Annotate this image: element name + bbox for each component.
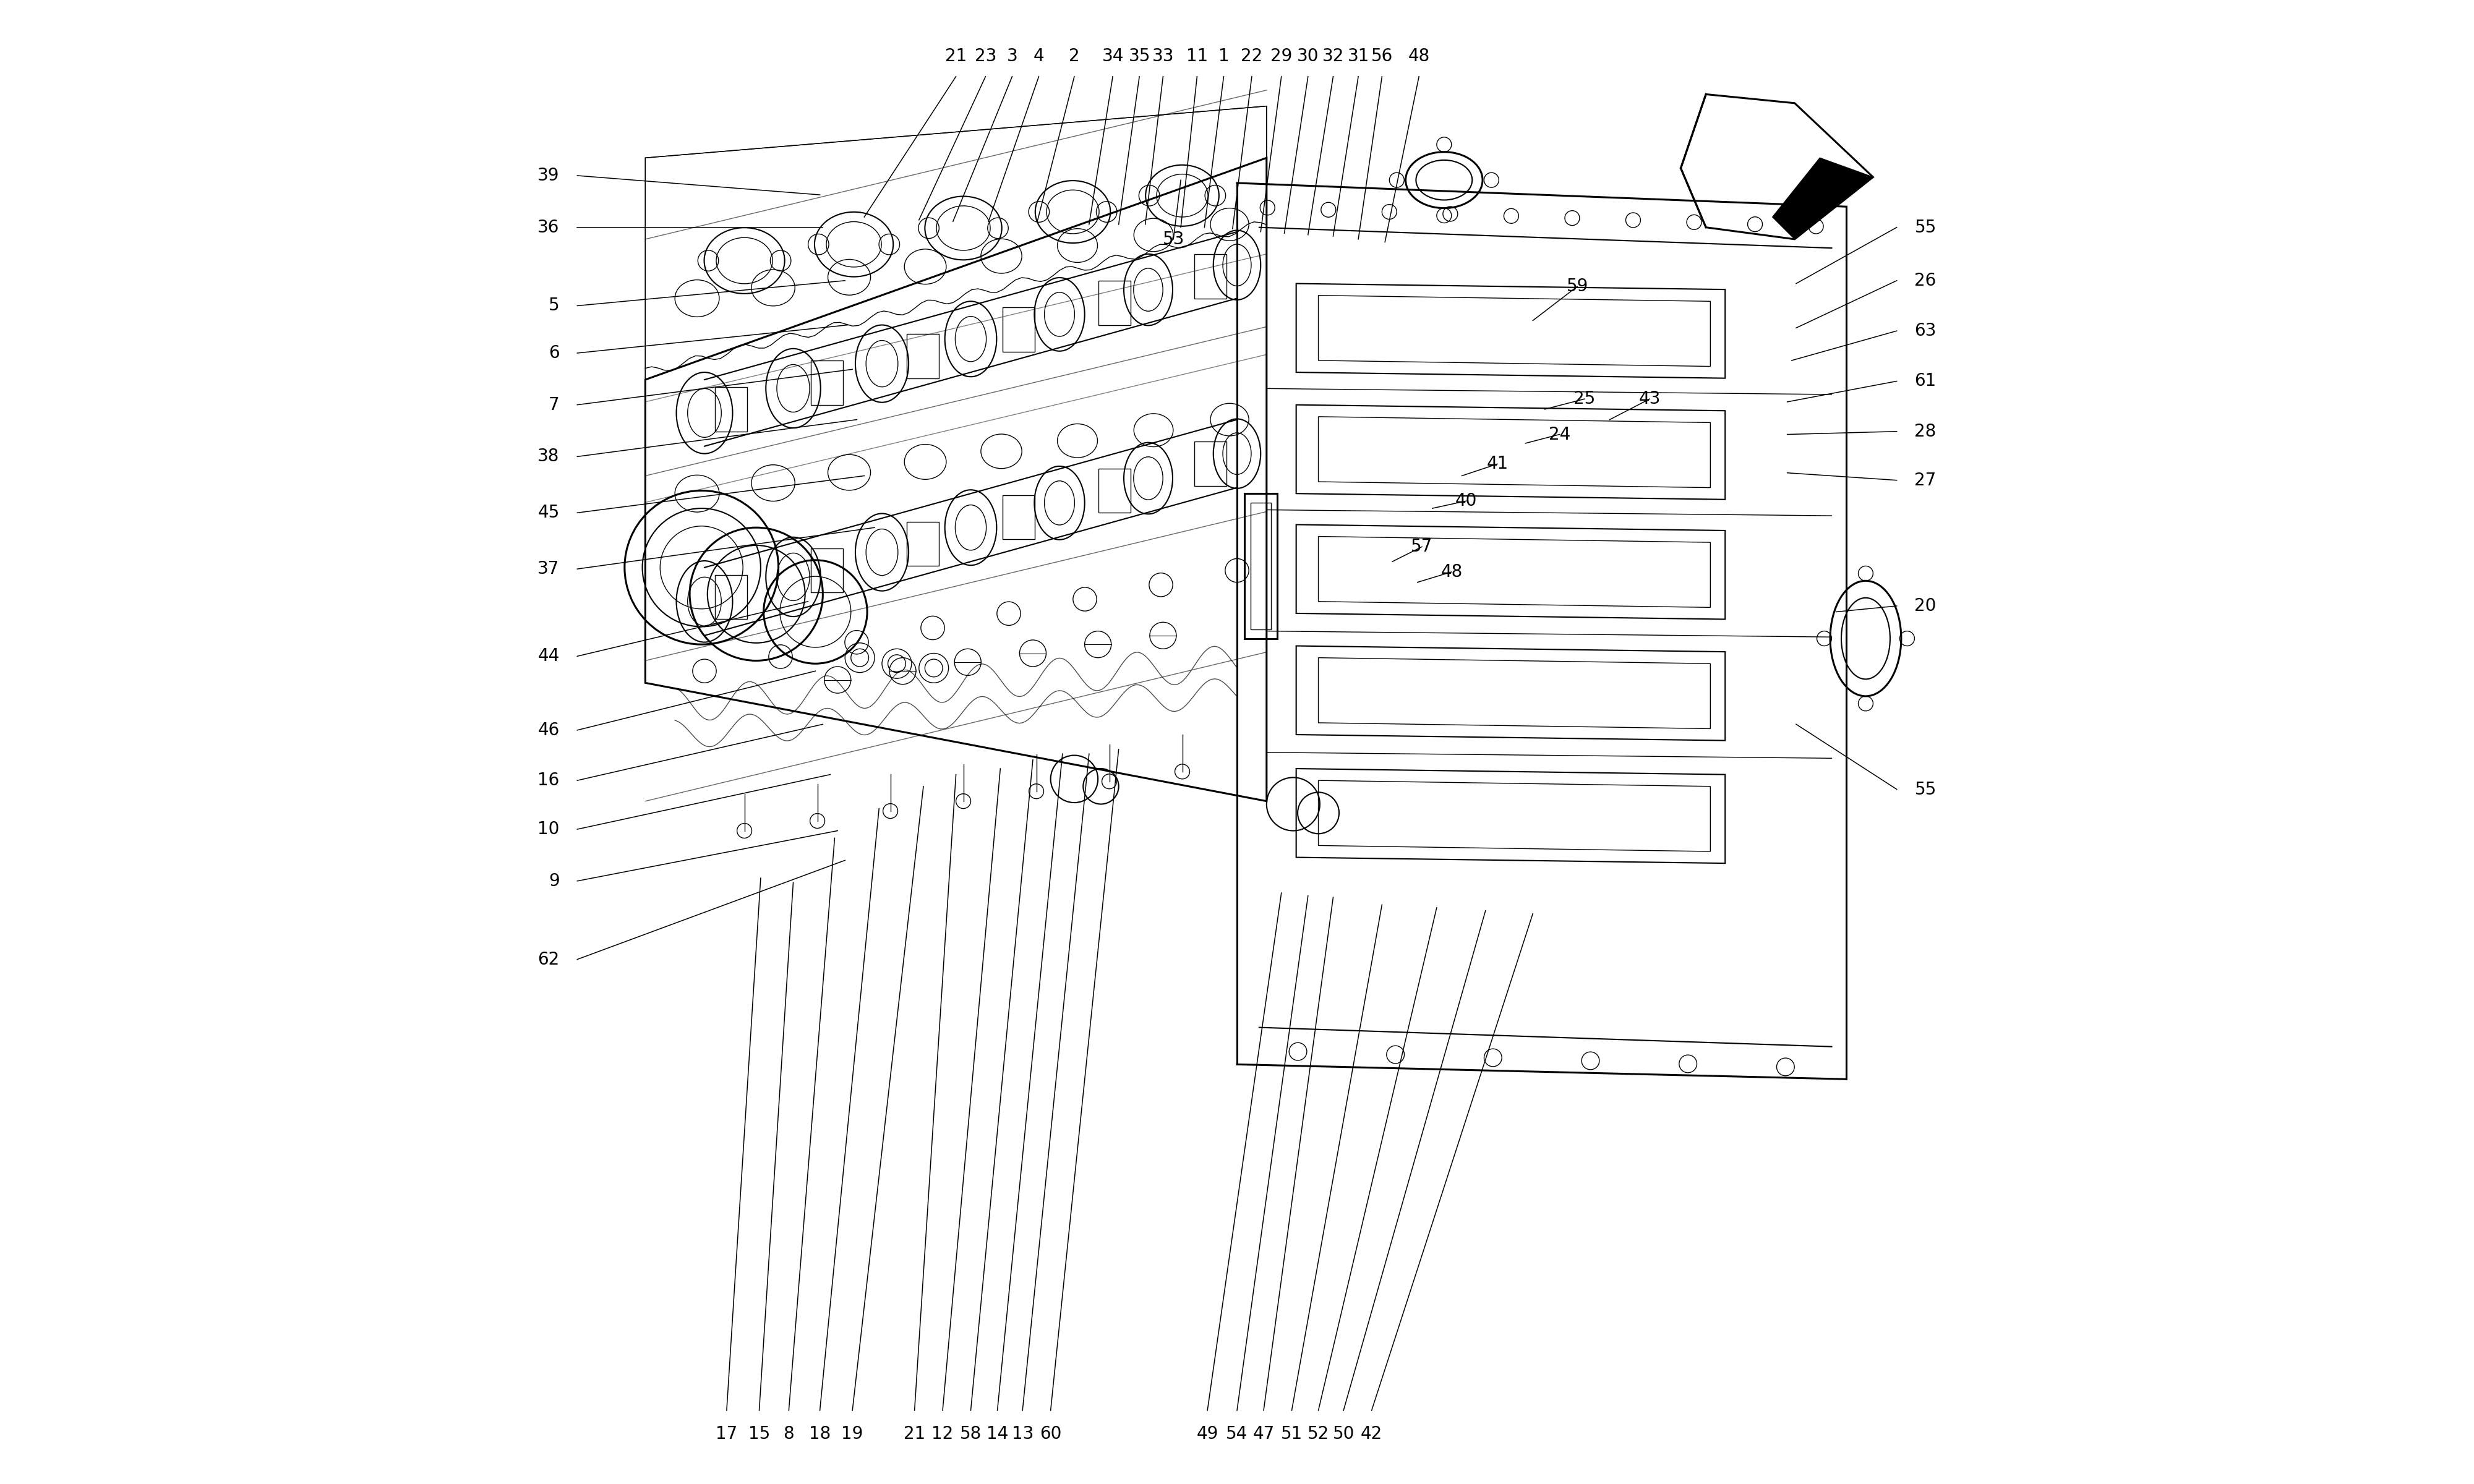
Text: 40: 40: [1455, 493, 1477, 509]
Text: 47: 47: [1252, 1425, 1274, 1442]
Text: 14: 14: [987, 1425, 1009, 1442]
Text: 21: 21: [903, 1425, 925, 1442]
Text: 30: 30: [1296, 47, 1319, 65]
Text: 3: 3: [1007, 47, 1017, 65]
Text: 28: 28: [1915, 423, 1937, 441]
Text: 19: 19: [841, 1425, 863, 1442]
Text: 4: 4: [1034, 47, 1044, 65]
Text: 59: 59: [1566, 278, 1588, 295]
Text: 1: 1: [1217, 47, 1230, 65]
Text: 35: 35: [1128, 47, 1150, 65]
Text: 48: 48: [1440, 564, 1462, 580]
Text: 36: 36: [537, 218, 559, 236]
Text: 12: 12: [933, 1425, 952, 1442]
Text: 58: 58: [960, 1425, 982, 1442]
Text: 37: 37: [537, 561, 559, 577]
Text: 13: 13: [1012, 1425, 1034, 1442]
Text: 8: 8: [784, 1425, 794, 1442]
Text: 22: 22: [1242, 47, 1262, 65]
Text: 52: 52: [1306, 1425, 1329, 1442]
Text: 11: 11: [1185, 47, 1207, 65]
Text: 43: 43: [1638, 390, 1660, 408]
Text: 46: 46: [537, 721, 559, 739]
Text: 26: 26: [1915, 272, 1937, 289]
Text: 57: 57: [1410, 539, 1432, 555]
Text: 29: 29: [1272, 47, 1291, 65]
Text: 38: 38: [537, 448, 559, 466]
Text: 34: 34: [1101, 47, 1123, 65]
Text: 44: 44: [537, 647, 559, 665]
Text: 10: 10: [537, 821, 559, 838]
Text: 48: 48: [1408, 47, 1430, 65]
Polygon shape: [1771, 157, 1873, 239]
Text: 60: 60: [1039, 1425, 1061, 1442]
Text: 5: 5: [549, 297, 559, 315]
Text: 61: 61: [1915, 372, 1937, 390]
Text: 55: 55: [1915, 781, 1937, 798]
Text: 2: 2: [1069, 47, 1079, 65]
Text: 54: 54: [1227, 1425, 1247, 1442]
Text: 39: 39: [537, 166, 559, 184]
Text: 17: 17: [715, 1425, 737, 1442]
Text: 42: 42: [1361, 1425, 1383, 1442]
Text: 55: 55: [1915, 218, 1937, 236]
Text: 56: 56: [1371, 47, 1393, 65]
Bar: [1244, 494, 1277, 638]
Text: 18: 18: [809, 1425, 831, 1442]
Text: 9: 9: [549, 873, 559, 890]
Text: 15: 15: [747, 1425, 769, 1442]
Text: 62: 62: [537, 951, 559, 968]
Text: 41: 41: [1487, 456, 1509, 472]
Text: 51: 51: [1282, 1425, 1304, 1442]
Text: 6: 6: [549, 344, 559, 362]
Text: 63: 63: [1915, 322, 1937, 340]
Text: 16: 16: [537, 772, 559, 789]
Text: 50: 50: [1333, 1425, 1353, 1442]
Text: 31: 31: [1348, 47, 1368, 65]
Text: 7: 7: [549, 396, 559, 414]
Text: 25: 25: [1573, 390, 1596, 408]
Text: 53: 53: [1163, 230, 1185, 248]
Text: 32: 32: [1321, 47, 1343, 65]
Text: 49: 49: [1197, 1425, 1217, 1442]
Text: 21: 21: [945, 47, 967, 65]
Text: 27: 27: [1915, 472, 1937, 488]
Text: 24: 24: [1549, 426, 1571, 444]
Text: 20: 20: [1915, 597, 1937, 614]
Text: 23: 23: [975, 47, 997, 65]
Text: 45: 45: [537, 505, 559, 521]
Bar: [1249, 503, 1272, 629]
Text: 33: 33: [1153, 47, 1175, 65]
